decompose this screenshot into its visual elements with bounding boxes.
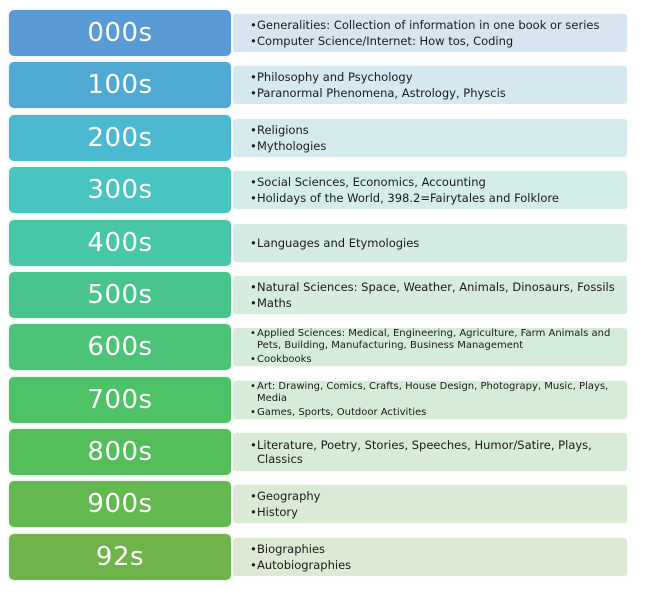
description-bullet: Philosophy and Psychology — [250, 70, 619, 84]
category-description: Philosophy and Psychology Paranormal Phen… — [232, 65, 628, 105]
category-description: Generalities: Collection of information … — [232, 13, 628, 53]
category-label: 200s — [8, 114, 232, 162]
category-row: 600s Applied Sciences: Medical, Engineeri… — [0, 323, 645, 371]
category-row: 300sSocial Sciences, Economics, Accounti… — [0, 166, 645, 214]
description-bullet: Computer Science/Internet: How tos, Codi… — [250, 34, 619, 48]
description-bullet: Social Sciences, Economics, Accounting — [250, 175, 619, 189]
category-description: Geography History — [232, 484, 628, 524]
category-label: 100s — [8, 61, 232, 109]
description-bullet: History — [250, 505, 619, 519]
category-description: Art: Drawing, Comics, Crafts, House Desi… — [232, 380, 628, 420]
category-label: 800s — [8, 428, 232, 476]
category-description: Religions Mythologies — [232, 118, 628, 158]
category-description: Natural Sciences: Space, Weather, Animal… — [232, 275, 628, 315]
description-bullet: Maths — [250, 296, 619, 310]
category-row: 100s Philosophy and Psychology Paranormal … — [0, 61, 645, 109]
category-row: 92s Biographies Autobiographies — [0, 533, 645, 581]
category-label: 000s — [8, 9, 232, 57]
category-description: Languages and Etymologies — [232, 223, 628, 263]
category-description: Social Sciences, Economics, Accounting Ho… — [232, 170, 628, 210]
category-row: 900s Geography History — [0, 480, 645, 528]
description-bullet: Applied Sciences: Medical, Engineering, … — [250, 328, 619, 352]
category-row: 800s Literature, Poetry, Stories, Speeche… — [0, 428, 645, 476]
description-bullet: Biographies — [250, 542, 619, 556]
category-label: 92s — [8, 533, 232, 581]
category-description: Applied Sciences: Medical, Engineering, … — [232, 327, 628, 367]
category-description: Literature, Poetry, Stories, Speeches, H… — [232, 432, 628, 472]
category-row: 200s Religions Mythologies — [0, 114, 645, 162]
category-label: 700s — [8, 376, 232, 424]
category-row: 400s Languages and Etymologies — [0, 219, 645, 267]
description-bullet: Natural Sciences: Space, Weather, Animal… — [250, 280, 619, 294]
category-row: 000s Generalities: Collection of informat… — [0, 9, 645, 57]
description-bullet: Autobiographies — [250, 558, 619, 572]
category-row: 700s Art: Drawing, Comics, Crafts, House … — [0, 376, 645, 424]
category-label: 900s — [8, 480, 232, 528]
description-bullet: Cookbooks — [250, 354, 619, 366]
description-bullet: Geography — [250, 489, 619, 503]
category-label: 400s — [8, 219, 232, 267]
description-bullet: Religions — [250, 123, 619, 137]
category-label: 300s — [8, 166, 232, 214]
category-row: 500s Natural Sciences: Space, Weather, An… — [0, 271, 645, 319]
category-label: 500s — [8, 271, 232, 319]
description-bullet: Literature, Poetry, Stories, Speeches, H… — [250, 438, 619, 466]
description-bullet: Games, Sports, Outdoor Activities — [250, 407, 619, 419]
description-bullet: Generalities: Collection of information … — [250, 18, 619, 32]
description-bullet: Languages and Etymologies — [250, 236, 619, 250]
description-bullet: Mythologies — [250, 139, 619, 153]
category-description: Biographies Autobiographies — [232, 537, 628, 577]
category-label: 600s — [8, 323, 232, 371]
description-bullet: Art: Drawing, Comics, Crafts, House Desi… — [250, 381, 619, 405]
description-bullet: Holidays of the World, 398.2=Fairytales … — [250, 191, 619, 205]
description-bullet: Paranormal Phenomena, Astrology, Physcis — [250, 86, 619, 100]
